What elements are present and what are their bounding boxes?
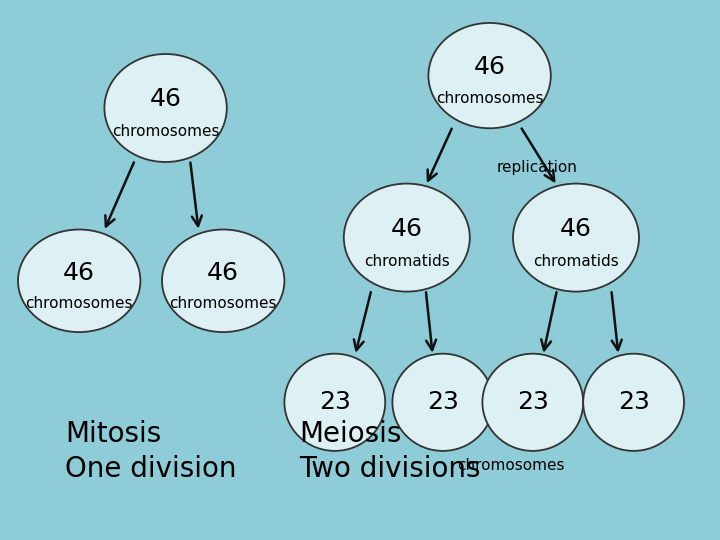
Text: 23: 23 [319,390,351,414]
Text: chromosomes: chromosomes [169,296,277,311]
Ellipse shape [284,354,385,451]
Text: 23: 23 [517,390,549,414]
Text: Two divisions: Two divisions [299,455,480,483]
Text: 46: 46 [207,261,239,285]
Text: 46: 46 [474,55,505,79]
Text: 46: 46 [63,261,95,285]
Ellipse shape [513,184,639,292]
Text: 46: 46 [391,217,423,241]
Text: chromosomes: chromosomes [457,458,564,473]
Ellipse shape [583,354,684,451]
Ellipse shape [482,354,583,451]
Text: chromosomes: chromosomes [25,296,133,311]
Text: 23: 23 [618,390,649,414]
Text: Meiosis: Meiosis [299,420,401,448]
Text: 46: 46 [150,87,181,111]
Text: Mitosis: Mitosis [65,420,161,448]
Text: 46: 46 [560,217,592,241]
Text: replication: replication [497,160,577,175]
Text: chromosomes: chromosomes [436,91,544,106]
Text: chromatids: chromatids [364,254,450,269]
Ellipse shape [428,23,551,128]
Ellipse shape [104,54,227,162]
Ellipse shape [162,230,284,332]
Text: One division: One division [65,455,236,483]
Ellipse shape [18,230,140,332]
Ellipse shape [344,184,469,292]
Text: chromosomes: chromosomes [112,124,220,139]
Ellipse shape [392,354,493,451]
Text: chromatids: chromatids [533,254,619,269]
Text: 23: 23 [427,390,459,414]
